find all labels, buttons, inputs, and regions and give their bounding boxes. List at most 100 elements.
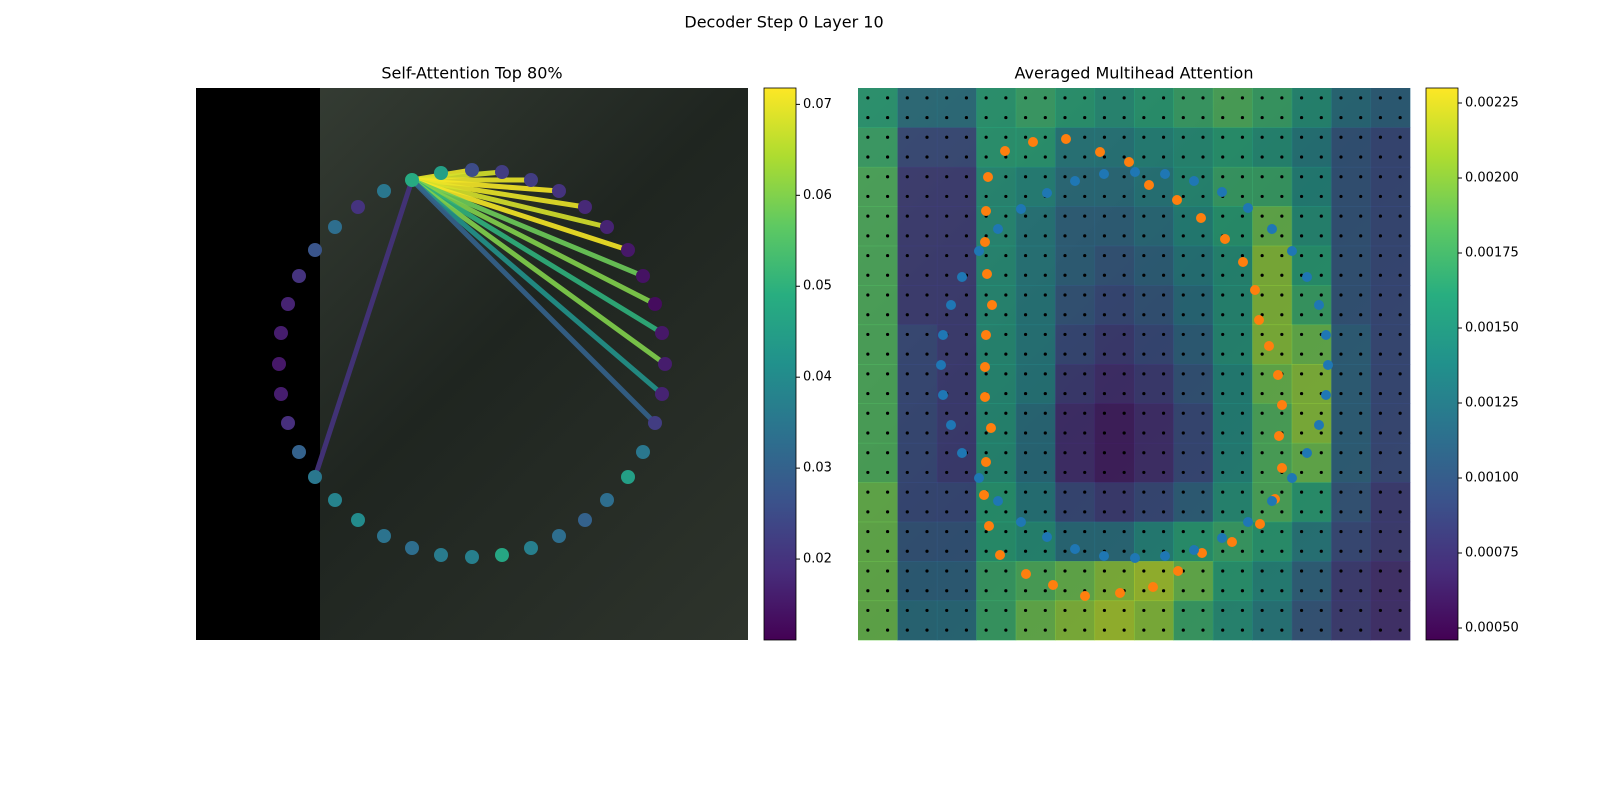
reference-dot — [1102, 253, 1107, 258]
heatmap-cell — [1094, 324, 1135, 365]
heatmap-cell — [897, 600, 938, 641]
query-point — [351, 200, 365, 214]
heatmap-cell — [1370, 127, 1411, 168]
reference-dot — [1319, 155, 1323, 159]
reference-dot — [1378, 293, 1383, 297]
reference-dot — [984, 194, 988, 199]
reference-dot — [1378, 569, 1383, 573]
sampling-point — [1250, 285, 1260, 295]
reference-dot — [925, 332, 929, 337]
reference-dot — [1083, 431, 1087, 435]
reference-dot — [1260, 628, 1264, 632]
reference-dot — [1339, 431, 1343, 435]
reference-dot — [1221, 628, 1225, 632]
reference-dot — [1043, 234, 1047, 238]
reference-dot — [1083, 194, 1087, 199]
sampling-point — [993, 496, 1003, 506]
reference-dot — [1280, 549, 1284, 553]
reference-dot — [984, 451, 988, 455]
reference-dot — [1043, 253, 1047, 258]
reference-dot — [1221, 589, 1225, 593]
reference-dot — [1161, 115, 1166, 120]
sampling-point — [957, 448, 967, 458]
heatmap-cell — [858, 88, 898, 128]
reference-dot — [1339, 175, 1343, 179]
reference-dot — [1023, 411, 1028, 415]
reference-dot — [925, 214, 929, 218]
reference-dot — [1063, 293, 1067, 297]
reference-dot — [1240, 628, 1245, 632]
reference-dot — [866, 273, 870, 277]
reference-dot — [1319, 470, 1323, 475]
reference-dot — [1260, 234, 1264, 238]
sampling-point — [1042, 532, 1052, 542]
reference-dot — [1260, 273, 1264, 277]
reference-dot — [1319, 451, 1323, 455]
sampling-point — [1323, 360, 1333, 370]
reference-dot — [1102, 293, 1107, 297]
reference-dot — [1201, 135, 1205, 139]
reference-dot — [1122, 431, 1126, 435]
reference-dot — [1398, 194, 1402, 199]
reference-dot — [905, 214, 909, 218]
reference-dot — [984, 411, 988, 415]
reference-dot — [905, 115, 909, 120]
reference-dot — [905, 313, 909, 317]
reference-dot — [964, 608, 969, 613]
reference-dot — [1240, 214, 1245, 218]
heatmap-cell — [858, 364, 898, 404]
reference-dot — [1299, 431, 1304, 435]
reference-dot — [1398, 175, 1402, 179]
reference-dot — [1142, 352, 1146, 356]
reference-dot — [1181, 96, 1185, 100]
sampling-point — [984, 521, 994, 531]
heatmap-cell — [1370, 166, 1411, 207]
heatmap-cell — [1252, 561, 1293, 602]
reference-dot — [945, 293, 949, 297]
reference-dot — [1043, 313, 1047, 317]
reference-dot — [1280, 589, 1284, 593]
reference-dot — [1083, 96, 1087, 100]
reference-dot — [1023, 391, 1028, 396]
reference-dot — [1240, 529, 1245, 534]
reference-dot — [1122, 470, 1126, 475]
reference-dot — [866, 194, 870, 199]
heatmap-cell — [897, 206, 938, 247]
reference-dot — [945, 214, 949, 218]
reference-dot — [1043, 175, 1047, 179]
heatmap-cell — [1173, 600, 1214, 641]
reference-dot — [1299, 529, 1304, 534]
heatmap-cell — [858, 482, 898, 523]
reference-dot — [885, 332, 890, 337]
reference-dot — [1280, 490, 1284, 494]
heatmap-cell — [1094, 364, 1135, 404]
heatmap-cell — [1370, 206, 1411, 247]
reference-dot — [1122, 411, 1126, 415]
heatmap-cell — [1252, 403, 1293, 444]
reference-dot — [1378, 372, 1383, 376]
sampling-point — [1321, 390, 1331, 400]
reference-dot — [905, 234, 909, 238]
reference-dot — [1023, 214, 1028, 218]
reference-dot — [1083, 234, 1087, 238]
reference-dot — [1359, 115, 1363, 120]
reference-dot — [1161, 253, 1166, 258]
reference-dot — [945, 589, 949, 593]
heatmap-cell — [936, 245, 977, 286]
reference-dot — [964, 529, 969, 534]
reference-dot — [866, 529, 870, 534]
reference-dot — [1161, 431, 1166, 435]
heatmap-cell — [1134, 364, 1174, 404]
sampling-point — [1148, 582, 1158, 592]
reference-dot — [1063, 155, 1067, 159]
heatmap-cell — [1134, 127, 1174, 168]
reference-dot — [1161, 313, 1166, 317]
heatmap-cell — [1055, 166, 1096, 207]
reference-dot — [1319, 608, 1323, 613]
reference-dot — [1378, 96, 1383, 100]
reference-dot — [1221, 313, 1225, 317]
heatmap-cell — [1212, 442, 1253, 483]
reference-dot — [1299, 293, 1304, 297]
reference-dot — [1122, 175, 1126, 179]
reference-dot — [1339, 628, 1343, 632]
